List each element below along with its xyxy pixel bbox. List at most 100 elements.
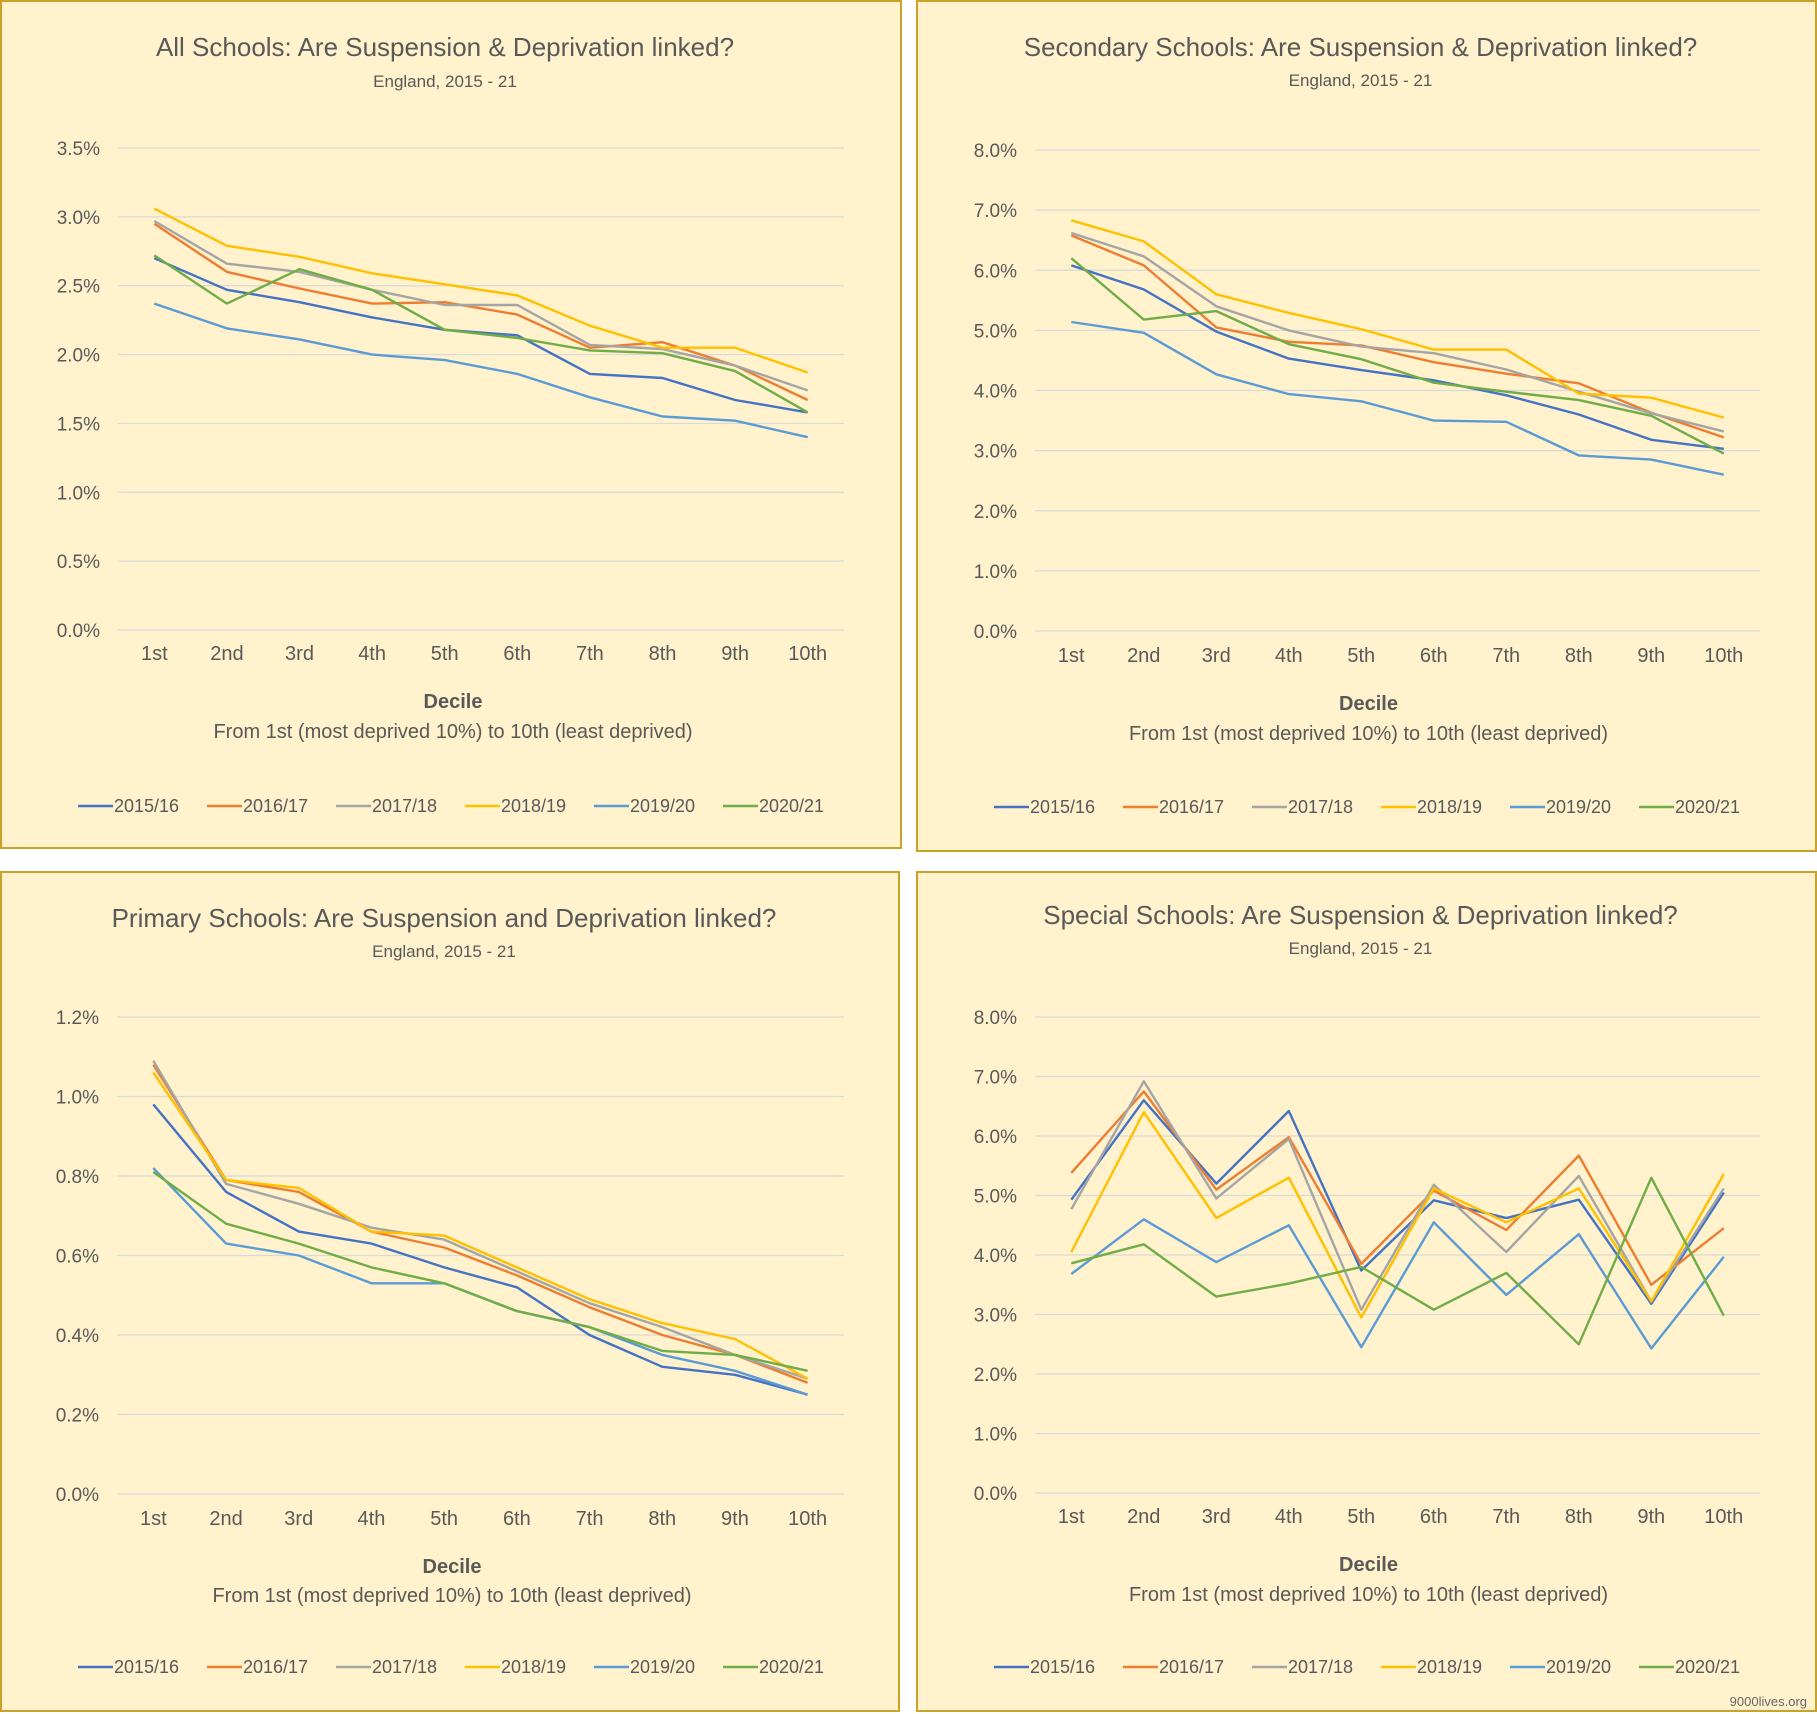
series-line-2015-16	[153, 257, 808, 414]
x-tick-label: 8th	[648, 1508, 676, 1530]
legend-label: 2016/17	[1159, 1657, 1224, 1677]
chart-title: All Schools: Are Suspension & Deprivatio…	[156, 32, 734, 62]
legend-label: 2018/19	[501, 1657, 566, 1677]
chart-secondary: Secondary Schools: Are Suspension & Depr…	[974, 32, 1760, 817]
chart-primary: Primary Schools: Are Suspension and Depr…	[56, 903, 844, 1677]
y-tick-label: 0.0%	[974, 622, 1017, 643]
x-axis-subtitle: From 1st (most deprived 10%) to 10th (le…	[1129, 1584, 1608, 1606]
legend-label: 2015/16	[1030, 797, 1095, 817]
y-tick-label: 2.5%	[57, 277, 100, 298]
x-tick-label: 6th	[503, 643, 531, 665]
series-line-2020-21	[1070, 1176, 1725, 1346]
x-tick-label: 6th	[503, 1508, 531, 1530]
x-axis-subtitle: From 1st (most deprived 10%) to 10th (le…	[1129, 723, 1608, 745]
x-tick-label: 3rd	[284, 1508, 313, 1530]
y-tick-label: 6.0%	[974, 261, 1017, 282]
chart-subtitle: England, 2015 - 21	[372, 942, 516, 961]
y-tick-label: 4.0%	[974, 382, 1017, 403]
x-tick-label: 10th	[1704, 645, 1743, 667]
x-tick-label: 1st	[1058, 1506, 1085, 1528]
legend-label: 2016/17	[243, 1657, 308, 1677]
legend-label: 2019/20	[630, 1657, 695, 1677]
legend-label: 2016/17	[1159, 797, 1224, 817]
chart-subtitle: England, 2015 - 21	[1289, 71, 1433, 90]
series-line-2019-20	[153, 302, 808, 439]
x-tick-label: 8th	[1565, 1506, 1593, 1528]
y-tick-label: 0.0%	[57, 621, 100, 642]
series-line-2016-17	[152, 1064, 809, 1384]
chart-all: All Schools: Are Suspension & Deprivatio…	[57, 32, 844, 816]
x-tick-label: 2nd	[1127, 645, 1160, 667]
y-tick-label: 7.0%	[974, 1068, 1017, 1089]
series-line-2016-17	[153, 222, 809, 402]
y-tick-label: 7.0%	[974, 201, 1017, 222]
legend-label: 2015/16	[114, 796, 179, 816]
series-line-2018-19	[1070, 1110, 1725, 1319]
y-tick-label: 1.0%	[56, 1088, 99, 1109]
x-tick-label: 9th	[721, 643, 749, 665]
series-line-2015-16	[1070, 1099, 1725, 1305]
x-tick-label: 4th	[358, 643, 386, 665]
series-line-2017-18	[152, 1060, 808, 1380]
legend-label: 2019/20	[1546, 797, 1611, 817]
legend-label: 2015/16	[1030, 1657, 1095, 1677]
x-tick-label: 10th	[788, 643, 827, 665]
series-line-2015-16	[152, 1103, 808, 1396]
x-tick-label: 10th	[1704, 1506, 1743, 1528]
y-tick-label: 5.0%	[974, 1187, 1017, 1208]
series-line-2019-20	[1071, 320, 1725, 476]
x-axis-subtitle: From 1st (most deprived 10%) to 10th (le…	[213, 721, 692, 743]
series-line-2017-18	[1070, 1080, 1725, 1311]
chart-subtitle: England, 2015 - 21	[1289, 939, 1433, 958]
chart-subtitle: England, 2015 - 21	[373, 72, 517, 91]
y-tick-label: 3.5%	[57, 139, 100, 160]
x-tick-label: 1st	[1058, 645, 1085, 667]
y-tick-label: 1.0%	[974, 1425, 1017, 1446]
legend-label: 2020/21	[759, 1657, 824, 1677]
x-tick-label: 7th	[576, 643, 604, 665]
series-line-2020-21	[153, 254, 809, 414]
y-tick-label: 0.0%	[56, 1485, 99, 1506]
y-tick-label: 1.0%	[974, 562, 1017, 583]
y-tick-label: 1.0%	[57, 483, 100, 504]
legend-label: 2016/17	[243, 796, 308, 816]
legend-label: 2018/19	[501, 796, 566, 816]
y-tick-label: 5.0%	[974, 321, 1017, 342]
series-line-2020-21	[1070, 257, 1725, 455]
x-tick-label: 8th	[1565, 645, 1593, 667]
y-tick-label: 8.0%	[974, 141, 1017, 162]
chart-panel-all: All Schools: Are Suspension & Deprivatio…	[0, 0, 902, 849]
y-tick-label: 0.5%	[57, 552, 100, 573]
x-tick-label: 5th	[430, 1508, 458, 1530]
y-tick-label: 3.0%	[57, 208, 100, 229]
y-tick-label: 0.4%	[56, 1326, 99, 1347]
legend-label: 2020/21	[1675, 1657, 1740, 1677]
y-tick-label: 2.0%	[57, 346, 100, 367]
x-tick-label: 3rd	[285, 643, 314, 665]
series-line-2017-18	[153, 219, 809, 392]
legend-label: 2018/19	[1417, 797, 1482, 817]
legend-label: 2020/21	[1675, 797, 1740, 817]
x-tick-label: 2nd	[209, 1508, 242, 1530]
y-tick-label: 0.8%	[56, 1167, 99, 1188]
chart-panel-primary: Primary Schools: Are Suspension and Depr…	[0, 871, 900, 1712]
y-tick-label: 8.0%	[974, 1008, 1017, 1029]
series-line-2017-18	[1070, 231, 1725, 433]
series-line-2019-20	[152, 1167, 808, 1396]
x-tick-label: 7th	[576, 1508, 604, 1530]
y-tick-label: 2.0%	[974, 502, 1017, 523]
series-line-2019-20	[1070, 1218, 1725, 1350]
series-line-2018-19	[152, 1071, 809, 1380]
x-tick-label: 5th	[1347, 1506, 1375, 1528]
chart-title: Secondary Schools: Are Suspension & Depr…	[1024, 32, 1698, 62]
x-tick-label: 10th	[788, 1508, 827, 1530]
legend-label: 2018/19	[1417, 1657, 1482, 1677]
y-tick-label: 0.6%	[56, 1247, 99, 1268]
x-tick-label: 9th	[1637, 1506, 1665, 1528]
x-tick-label: 6th	[1420, 1506, 1448, 1528]
x-axis-title: Decile	[423, 1556, 482, 1578]
x-tick-label: 9th	[721, 1508, 749, 1530]
y-tick-label: 3.0%	[974, 442, 1017, 463]
series-line-2016-17	[1070, 234, 1725, 439]
series-line-2020-21	[152, 1171, 808, 1372]
